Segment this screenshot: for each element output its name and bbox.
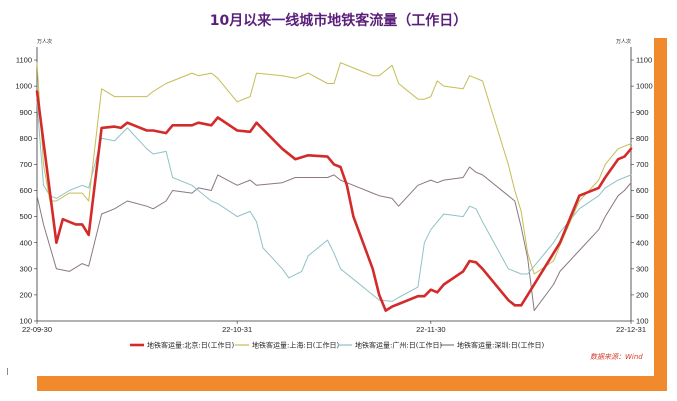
legend-label: 地铁客运量:北京:日(工作日) xyxy=(147,341,234,350)
y-tick-label-right: 500 xyxy=(636,212,649,221)
y-tick-label-left: 300 xyxy=(19,264,32,273)
legend-label: 地铁客运量:广州:日(工作日) xyxy=(355,341,442,350)
series-line-0 xyxy=(35,90,633,312)
x-tick-label: 22-11-30 xyxy=(416,325,445,334)
series-lines xyxy=(35,62,633,312)
y-tick-label-left: 700 xyxy=(19,160,32,169)
y-tick-label-right: 900 xyxy=(636,108,649,117)
x-tick-label: 22-09-30 xyxy=(22,325,52,334)
y-tick-label-left: 600 xyxy=(19,186,32,195)
y-unit-right: 万人次 xyxy=(616,38,631,45)
orange-bottom-bar xyxy=(37,376,667,391)
y-tick-label-left: 900 xyxy=(19,108,32,117)
y-tick-label-left: 1100 xyxy=(16,56,32,65)
y-tick-label-left: 400 xyxy=(19,238,32,247)
legend-label: 地铁客运量:深圳:日(工作日) xyxy=(457,341,544,350)
x-tick-label: 22-12-31 xyxy=(616,325,646,334)
chart-title: 10月以来一线城市地铁客流量（工作日） xyxy=(209,13,468,29)
data-source-note: 数据来源：Wind xyxy=(590,353,643,361)
y-tick-label-right: 600 xyxy=(636,186,649,195)
y-tick-label-right: 300 xyxy=(636,264,649,273)
y-tick-label-right: 700 xyxy=(636,160,649,169)
y-tick-label-left: 100 xyxy=(19,317,32,326)
legend: 地铁客运量:北京:日(工作日) 地铁客运量:上海:日(工作日) 地铁客运量:广州:日… xyxy=(130,341,544,350)
series-line-2 xyxy=(36,101,632,302)
y-tick-label-left: 500 xyxy=(19,212,32,221)
y-tick-label-right: 800 xyxy=(636,134,649,143)
y-tick-label-right: 200 xyxy=(636,291,649,300)
text-cursor-mark xyxy=(7,368,8,375)
y-tick-label-right: 100 xyxy=(636,317,649,326)
y-tick-label-right: 400 xyxy=(636,238,649,247)
legend-label: 地铁客运量:上海:日(工作日) xyxy=(252,341,339,350)
y-tick-label-left: 200 xyxy=(19,291,32,300)
y-tick-label-right: 1000 xyxy=(636,82,653,91)
series-line-3 xyxy=(36,166,632,312)
y-tick-label-right: 1100 xyxy=(636,56,652,65)
y-tick-label-left: 800 xyxy=(19,134,32,143)
series-line-1 xyxy=(36,62,632,275)
x-tick-label: 22-10-31 xyxy=(222,325,252,334)
y-unit-left: 万人次 xyxy=(37,38,52,45)
orange-right-bar xyxy=(654,38,667,391)
y-tick-label-left: 1000 xyxy=(15,82,32,91)
